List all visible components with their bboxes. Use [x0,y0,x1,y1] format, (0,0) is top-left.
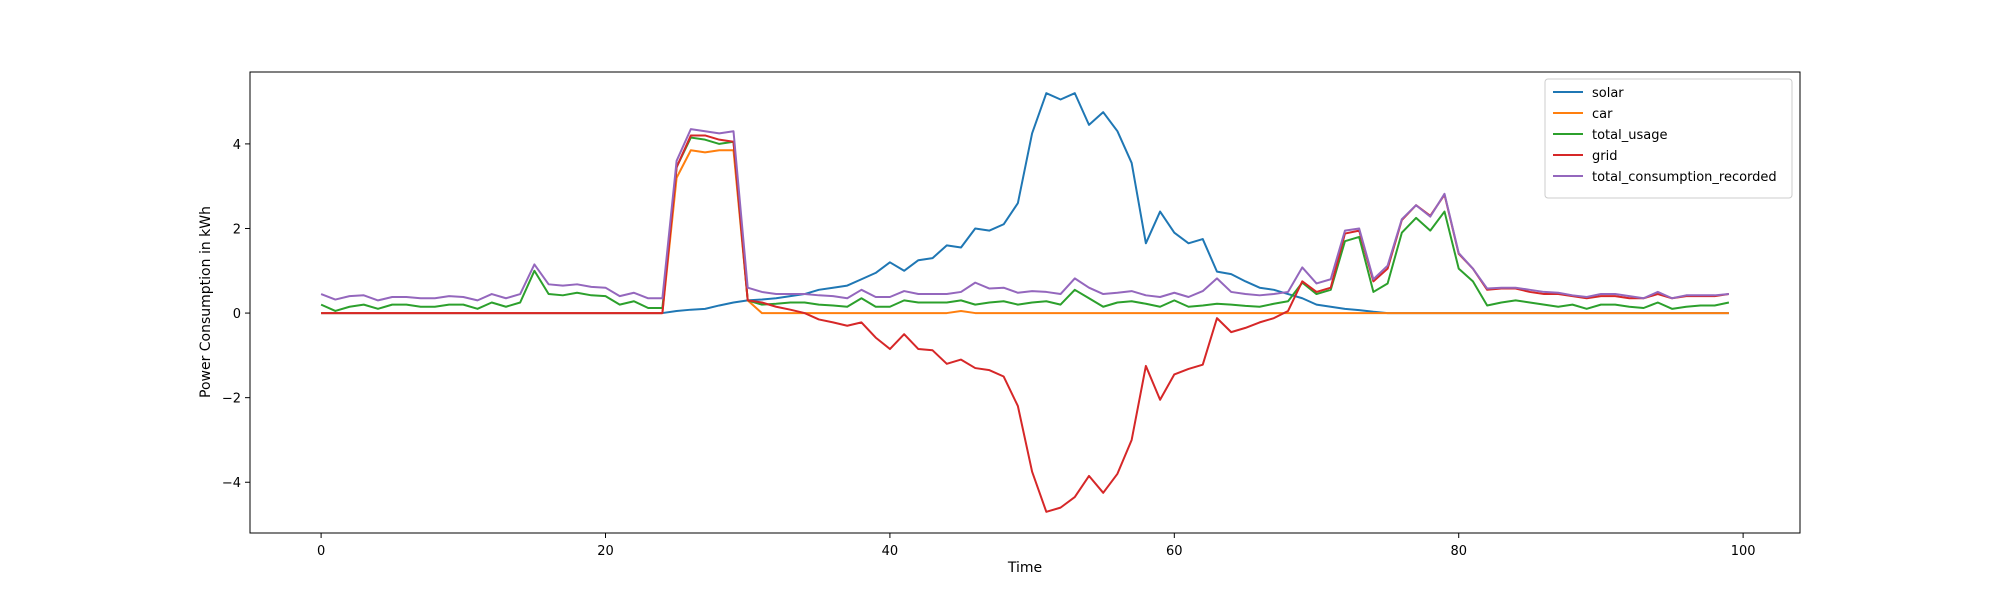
x-tick-label: 100 [1731,544,1756,559]
y-tick-label: 2 [233,222,241,237]
x-tick-label: 40 [882,544,899,559]
plot-frame [249,71,1801,534]
series-line-total-usage [320,136,1730,312]
series-line-grid [321,134,1730,513]
x-tick-label: 0 [317,544,325,559]
legend-box [1544,78,1793,199]
y-tick-label: 0 [233,307,241,322]
x-axis-label: Time [1007,560,1042,576]
y-axis: −4 −2 0 2 4 [222,138,250,491]
legend-label-grid: grid [1592,149,1617,164]
x-tick-label: 60 [1166,544,1183,559]
x-axis: 0 20 40 60 80 100 [317,533,1756,559]
legend-label-total-consumption-recorded: total_consumption_recorded [1592,170,1777,185]
y-tick-label: 4 [233,138,241,153]
y-tick-label: −2 [222,392,241,407]
series-line-total-consumption-recorded [320,128,1729,302]
x-tick-label: 20 [597,544,614,559]
x-tick-label: 80 [1450,544,1467,559]
legend-label-solar: solar [1592,86,1624,101]
legend-label-total-usage: total_usage [1592,128,1667,143]
legend-label-car: car [1592,107,1613,122]
y-tick-label: −4 [222,476,241,491]
series-layer [320,92,1730,513]
y-axis-label: Power Consumption in kWh [198,206,214,398]
